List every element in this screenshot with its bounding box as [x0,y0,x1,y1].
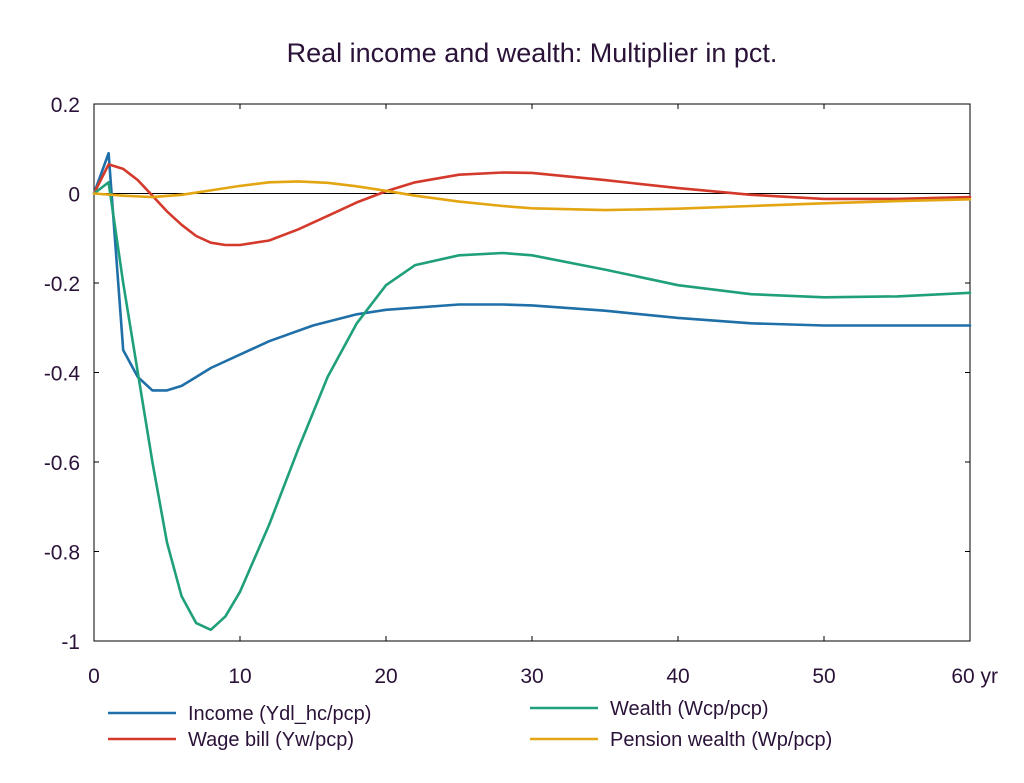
y-tick-label: -0.6 [44,452,80,475]
series-line-4 [92,180,972,212]
y-tick-label: -0.8 [44,542,80,565]
series-line-1 [92,151,972,392]
series-lines [92,151,972,632]
legend-label: Wealth (Wcp/pcp) [610,698,769,720]
chart-title: Real income and wealth: Multiplier in pc… [287,38,778,68]
x-tick-label: 20 [374,665,397,688]
legend-label: Income (Ydl_hc/pcp) [188,703,371,725]
y-tick-label: 0 [68,184,80,207]
series-line-2 [92,163,972,247]
series-line-3 [92,181,972,632]
y-tick-label: -0.2 [44,273,80,296]
legend-label: Pension wealth (Wp/pcp) [610,729,832,751]
y-tick-label: 0.2 [51,94,80,117]
x-tick-label: 30 [520,665,543,688]
x-tick-label: 0 [88,665,100,688]
x-tick-label: 50 [812,665,835,688]
y-tick-label: -0.4 [44,363,81,386]
y-tick-label: -1 [61,631,80,654]
x-tick-label: 40 [666,665,689,688]
x-tick-label: 60 yr [951,665,998,688]
plot-frame [93,103,971,642]
x-tick-label: 10 [228,665,251,688]
legend-label: Wage bill (Yw/pcp) [188,729,354,751]
axes: 0.2 0 -0.2 -0.4 -0.6 -0.8 -1 0 10 20 30 40 50 60 yr [44,94,998,688]
legend: Income (Ydl_hc/pcp) Wage bill (Yw/pcp) Wea… [108,698,832,751]
